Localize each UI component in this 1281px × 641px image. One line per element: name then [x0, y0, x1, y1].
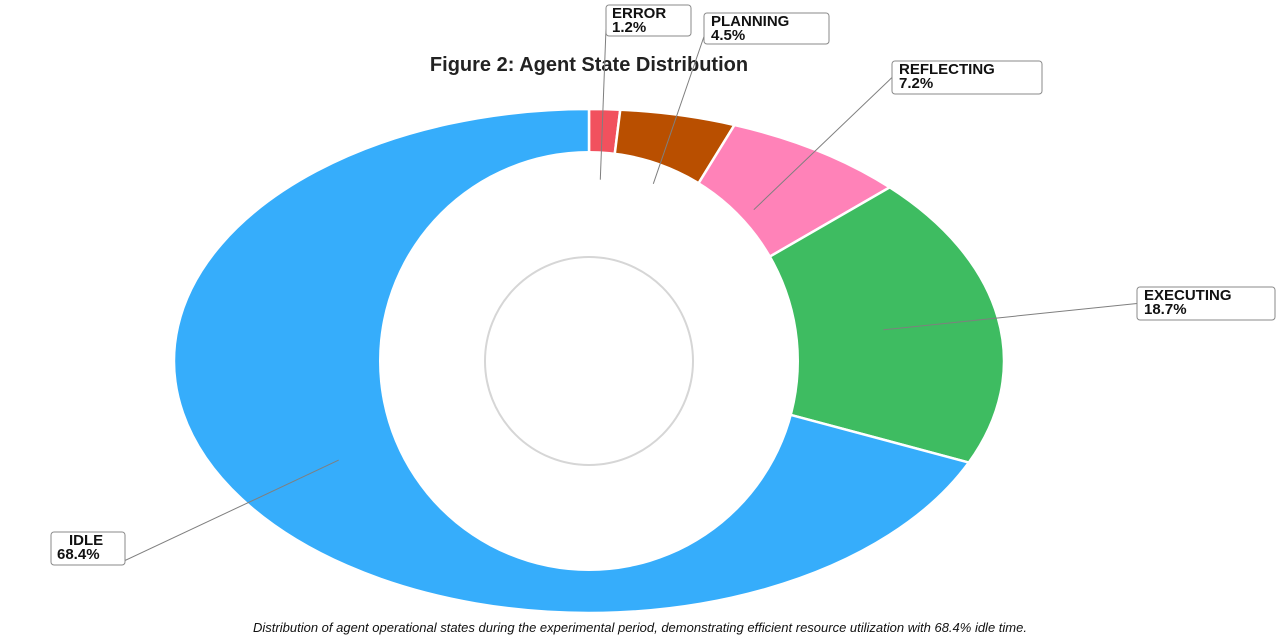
label-box — [1136, 286, 1276, 321]
slice-label-value: 1.2% — [612, 19, 646, 36]
label-box — [703, 12, 830, 45]
slice-label-name: PLANNING — [711, 13, 789, 30]
leader-line-error — [599, 28, 607, 180]
slice-label-name: ERROR — [612, 5, 666, 22]
slice-label-name: IDLE — [69, 532, 103, 549]
label-box — [891, 60, 1043, 95]
slice-label-name: REFLECTING — [899, 61, 995, 78]
slice-label-value: 4.5% — [711, 27, 745, 44]
leader-line-executing — [883, 303, 1138, 331]
chart-caption: Distribution of agent operational states… — [253, 620, 1027, 635]
slice-label-name: EXECUTING — [1144, 287, 1232, 304]
label-box — [605, 4, 692, 37]
leader-line-idle — [124, 459, 339, 561]
slice-label-value: 7.2% — [899, 75, 933, 92]
label-box — [50, 531, 126, 566]
center-hole — [379, 151, 799, 571]
chart-title: Figure 2: Agent State Distribution — [430, 54, 748, 76]
leader-line-reflecting — [753, 77, 893, 211]
slice-label-value: 18.7% — [1144, 301, 1187, 318]
center-ring — [484, 256, 694, 466]
leader-line-planning — [652, 36, 705, 184]
slice-label-value: 68.4% — [57, 546, 100, 563]
